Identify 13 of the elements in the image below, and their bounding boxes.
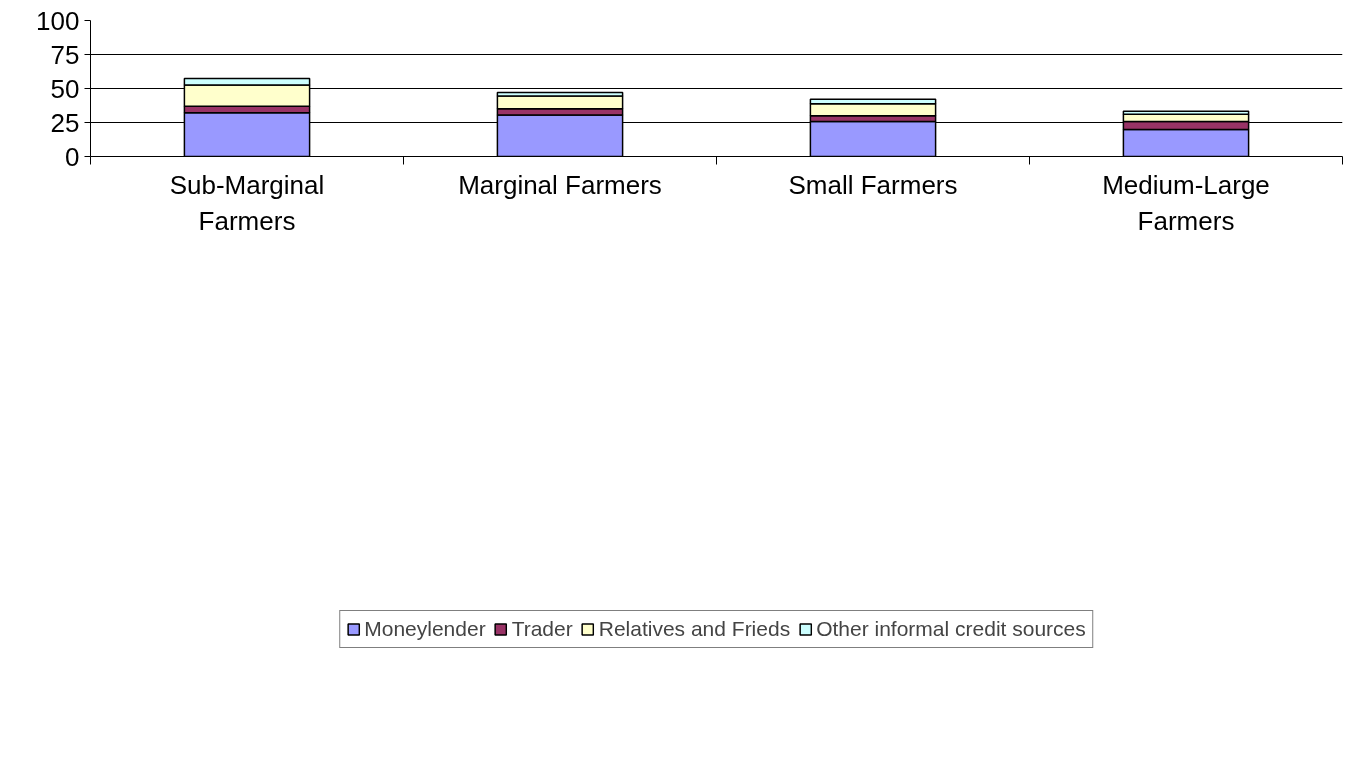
- x-tick-label: Sub-Marginal Farmers: [169, 169, 325, 236]
- x-tick-label: Small Farmers: [788, 169, 958, 200]
- y-tick-label: 50: [50, 73, 80, 104]
- legend-label: Trader: [511, 617, 573, 641]
- y-tick-label: 100: [36, 5, 80, 36]
- y-tick-label: 75: [50, 39, 80, 70]
- x-tick-label: Marginal Farmers: [458, 169, 662, 200]
- legend-label: Moneylender: [364, 617, 486, 641]
- legend-label: Other informal credit sources: [816, 617, 1086, 641]
- y-tick-label: 25: [50, 107, 80, 138]
- legend-label: Relatives and Frieds: [598, 617, 791, 641]
- x-tick-label: Medium-Large Farmers: [1102, 169, 1270, 236]
- y-tick-label: 0: [65, 141, 80, 172]
